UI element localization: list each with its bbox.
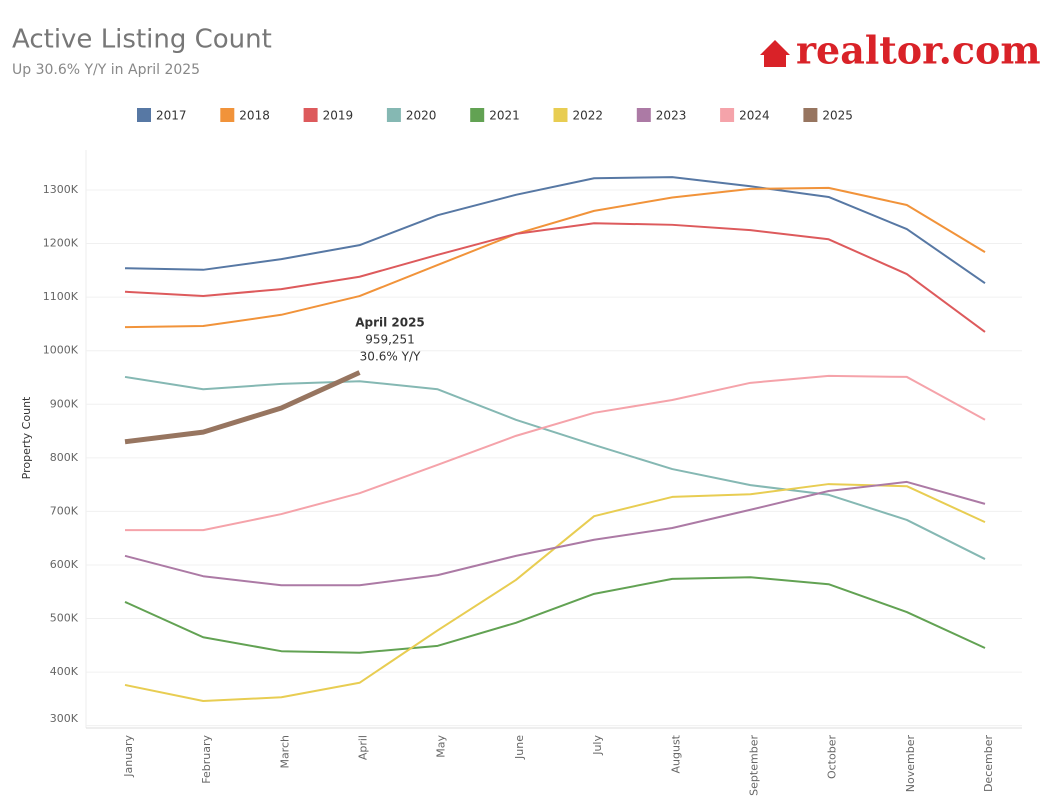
- series-line: [124, 375, 986, 560]
- y-tick-label: 1000K: [43, 344, 79, 357]
- annotation: April 2025: [355, 316, 425, 330]
- legend-label: 2017: [156, 109, 187, 123]
- x-tick-label: August: [669, 734, 682, 773]
- legend-label: 2020: [406, 109, 437, 123]
- x-tick-label: May: [435, 735, 448, 758]
- y-tick-label: 1100K: [43, 290, 79, 303]
- x-tick-label: March: [278, 735, 291, 769]
- legend-label: 2022: [573, 109, 604, 123]
- series-line: [125, 374, 986, 532]
- y-tick-label: 900K: [50, 397, 79, 410]
- series-line: [124, 222, 986, 333]
- annotation: 959,251: [365, 333, 415, 347]
- x-tick-label: January: [122, 735, 135, 778]
- x-tick-label: September: [747, 735, 760, 796]
- y-tick-label: 1300K: [43, 183, 79, 196]
- legend-swatch: [303, 108, 318, 122]
- legend-swatch: [386, 108, 401, 122]
- x-tick-label: April: [357, 735, 370, 760]
- legend-swatch: [720, 108, 735, 122]
- annotation: 30.6% Y/Y: [360, 350, 421, 364]
- legend-swatch: [220, 108, 235, 122]
- legend-label: 2025: [822, 109, 853, 123]
- x-tick-label: November: [904, 735, 917, 793]
- logo-icon: [760, 40, 790, 67]
- logo: realtor.com: [760, 28, 1041, 73]
- series-line: [124, 483, 986, 703]
- series-line: [124, 176, 986, 285]
- legend-swatch: [137, 108, 151, 122]
- x-tick-label: February: [200, 735, 213, 784]
- series-line: [124, 480, 986, 587]
- legend-label: 2021: [489, 109, 520, 123]
- y-tick-label: 800K: [50, 451, 79, 464]
- legend-label: 2018: [239, 109, 270, 123]
- chart-title: Active Listing Count: [12, 25, 272, 55]
- legend-swatch: [636, 108, 651, 122]
- y-tick-label: 700K: [50, 504, 79, 517]
- legend-label: 2024: [739, 109, 770, 123]
- x-tick-label: July: [591, 735, 604, 756]
- y-tick-label: 400K: [50, 665, 79, 678]
- x-tick-label: December: [982, 735, 995, 793]
- series-line: [124, 576, 986, 654]
- y-axis-label: Property Count: [20, 396, 33, 479]
- y-tick-label: 600K: [50, 558, 79, 571]
- legend-swatch: [803, 108, 818, 122]
- y-tick-label: 500K: [50, 612, 79, 625]
- legend-label: 2023: [656, 109, 687, 123]
- series-line: [124, 370, 361, 445]
- series-line: [124, 186, 986, 329]
- chart-subtitle: Up 30.6% Y/Y in April 2025: [12, 62, 200, 78]
- y-tick-label: 300K: [50, 712, 79, 725]
- legend-swatch: [553, 108, 568, 122]
- x-tick-label: June: [513, 735, 526, 760]
- y-tick-label: 1200K: [43, 237, 79, 250]
- legend-label: 2019: [323, 109, 354, 123]
- legend-swatch: [470, 108, 485, 122]
- x-tick-label: October: [826, 735, 839, 779]
- logo-text: realtor.com: [796, 28, 1041, 73]
